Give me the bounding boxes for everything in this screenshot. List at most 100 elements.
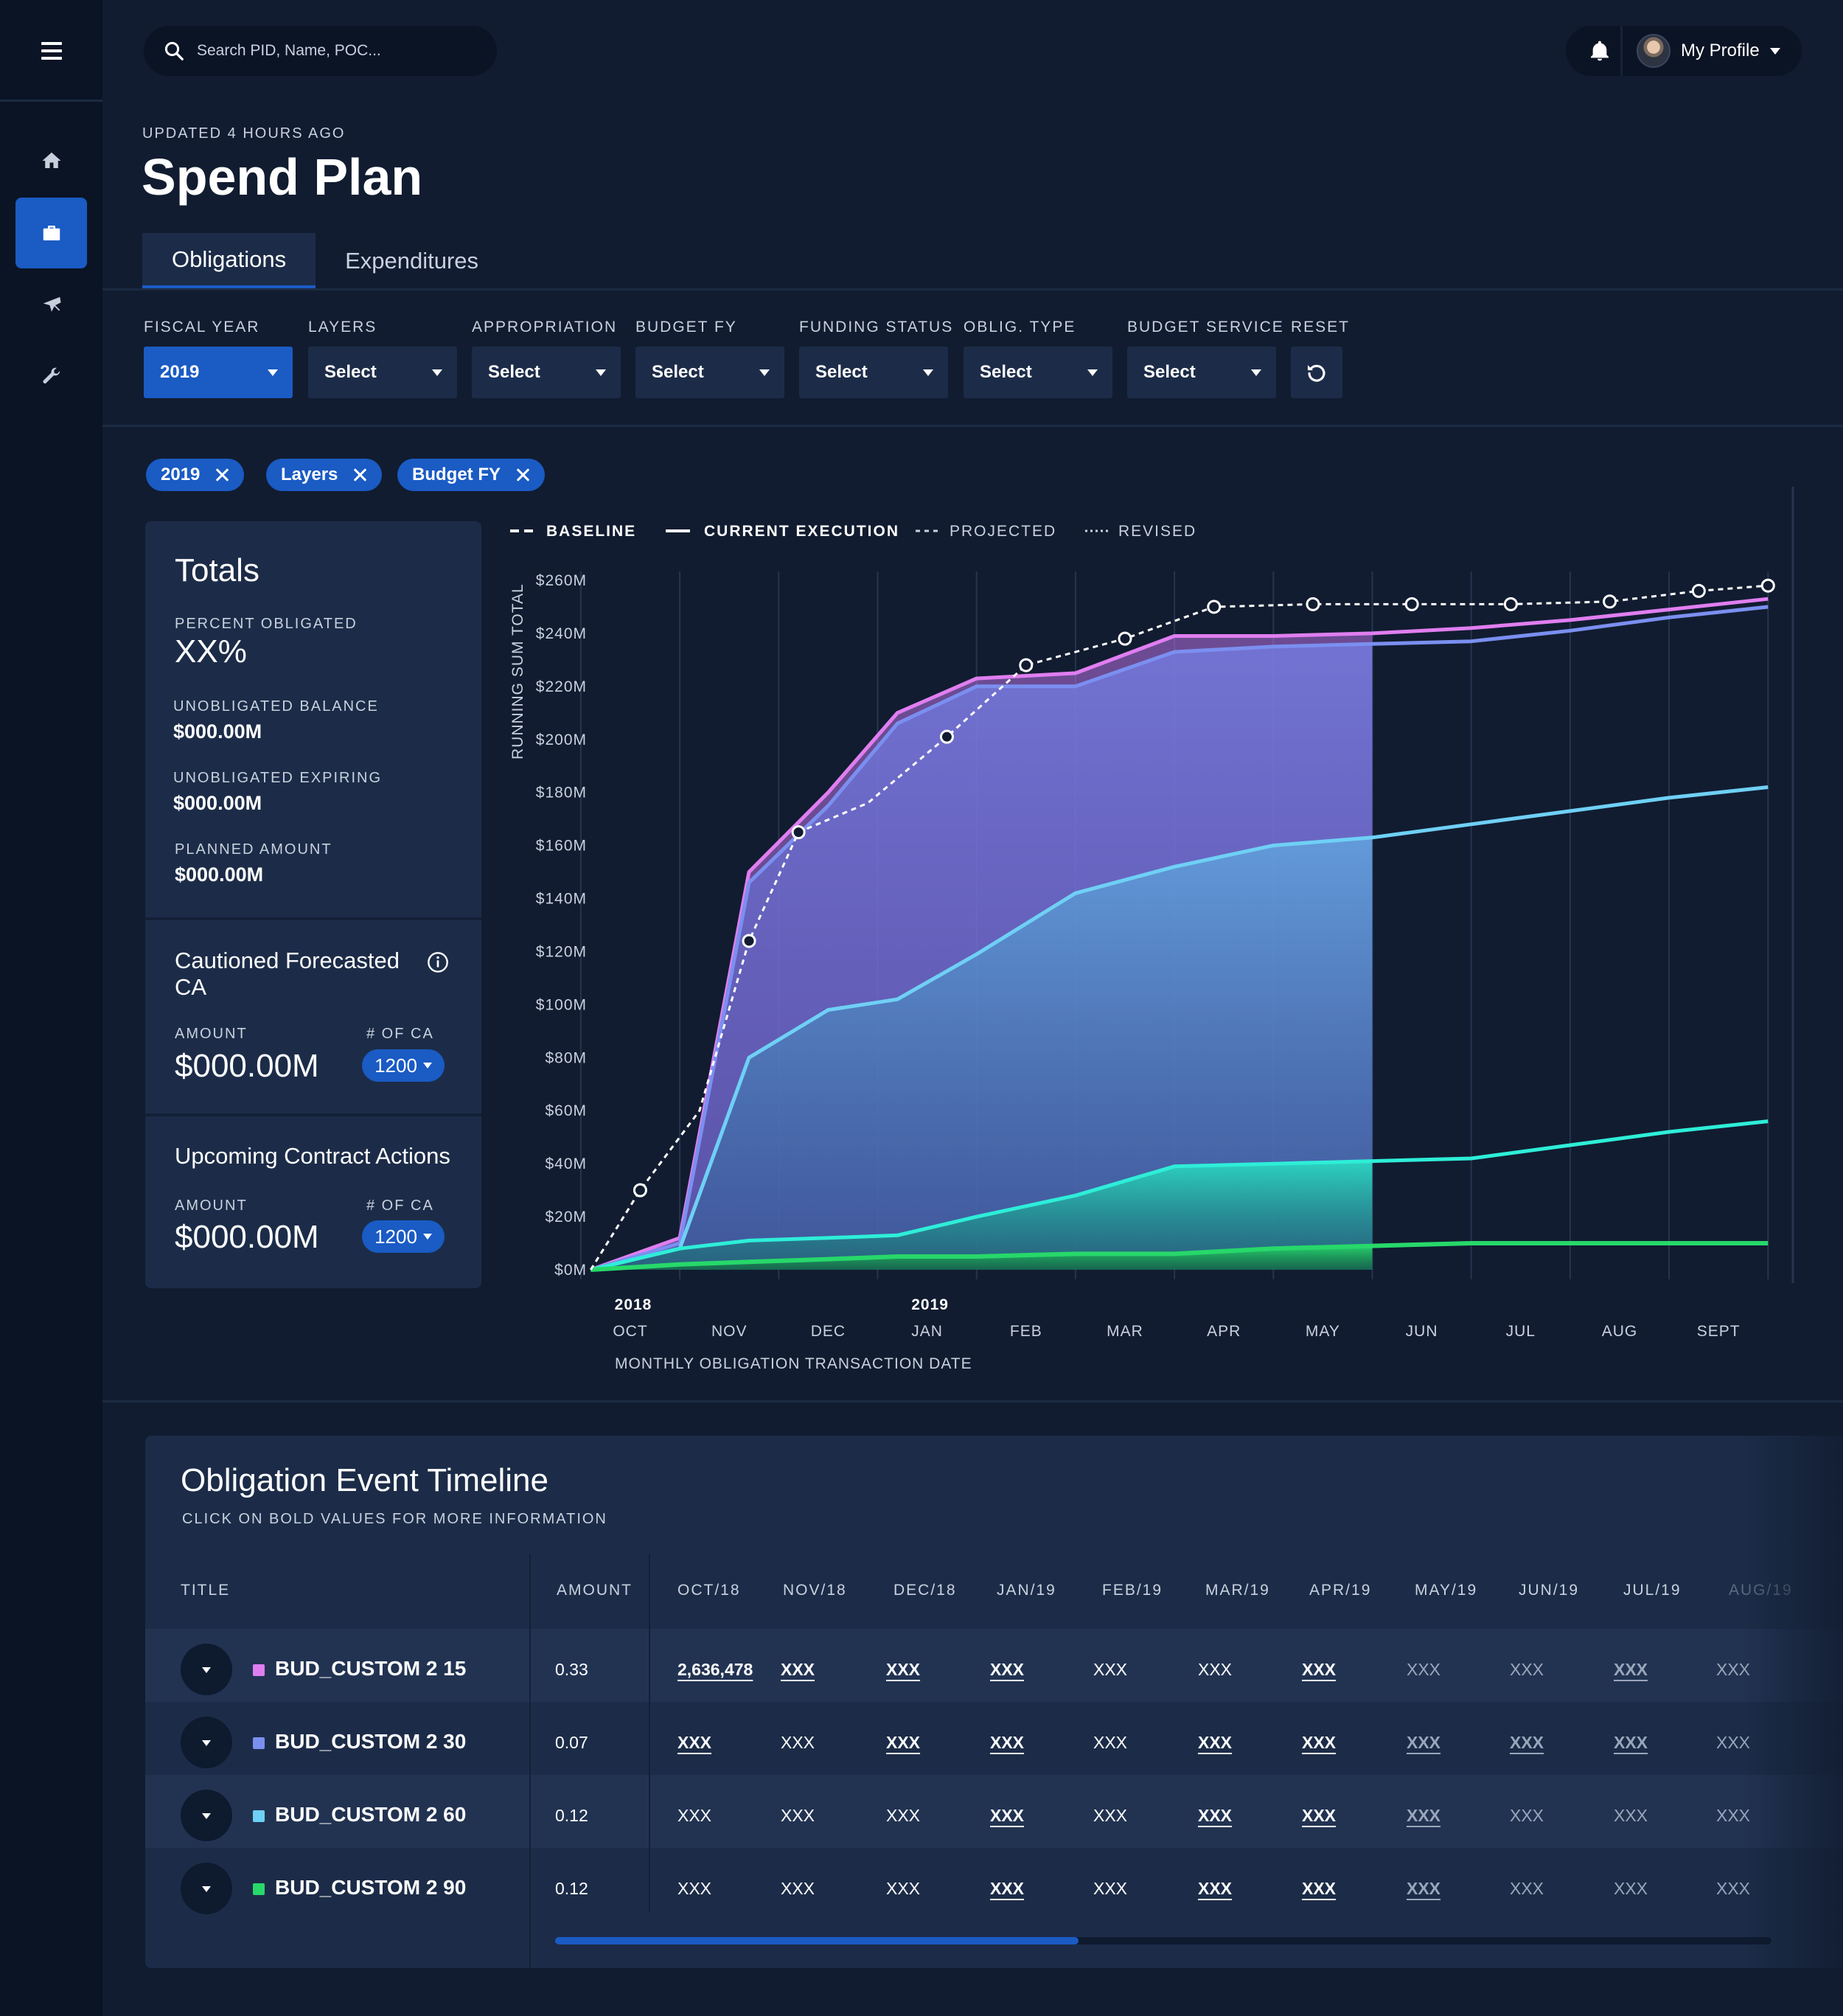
bell-icon[interactable] bbox=[1588, 39, 1612, 63]
filter-chip-budget-fy[interactable]: Budget FY bbox=[397, 459, 545, 491]
projected-point bbox=[1207, 599, 1222, 614]
x-tick-label: SEPT bbox=[1697, 1323, 1741, 1340]
chevron-down-icon bbox=[422, 1063, 432, 1068]
column-header: NOV/18 bbox=[783, 1582, 847, 1599]
table-cell[interactable]: XXX bbox=[1407, 1879, 1441, 1898]
reset-icon bbox=[1307, 364, 1325, 382]
sidebar-item-tools[interactable] bbox=[15, 341, 87, 411]
reset-button[interactable] bbox=[1291, 347, 1342, 398]
select-value: Select bbox=[488, 362, 540, 382]
close-icon[interactable] bbox=[352, 467, 367, 482]
line-bud-custom-2-90-base- bbox=[590, 1241, 1769, 1272]
expand-row-button[interactable] bbox=[181, 1863, 232, 1914]
totals-title: Totals bbox=[175, 552, 259, 588]
filter-label: FISCAL YEAR bbox=[144, 319, 260, 336]
table-cell[interactable]: XXX bbox=[1510, 1733, 1544, 1752]
table-cell[interactable]: XXX bbox=[781, 1660, 815, 1679]
table-cell[interactable]: XXX bbox=[677, 1733, 712, 1752]
budget-fy-select[interactable]: Select bbox=[635, 347, 784, 398]
fiscal-year-select[interactable]: 2019 bbox=[144, 347, 293, 398]
appropriation-select[interactable]: Select bbox=[472, 347, 621, 398]
search-bar[interactable] bbox=[144, 26, 497, 76]
column-header: DEC/18 bbox=[893, 1582, 957, 1599]
sidebar-item-aircraft[interactable] bbox=[15, 270, 87, 341]
oblig-type-select[interactable]: Select bbox=[964, 347, 1112, 398]
column-divider bbox=[529, 1554, 531, 1968]
sidebar-item-home[interactable] bbox=[15, 125, 87, 196]
table-cell[interactable]: XXX bbox=[1614, 1660, 1648, 1679]
divider bbox=[102, 1400, 1843, 1402]
x-tick-label: JAN bbox=[911, 1323, 943, 1340]
projected-point bbox=[1503, 597, 1518, 611]
filter-label: BUDGET SERVICE bbox=[1127, 319, 1284, 336]
table-cell[interactable]: XXX bbox=[886, 1660, 921, 1679]
table-cell: XXX bbox=[1510, 1806, 1544, 1825]
area-bud-custom-2-90 bbox=[590, 1161, 1373, 1270]
x-tick-label: MAR bbox=[1107, 1323, 1143, 1340]
obligation-event-timeline: Obligation Event Timeline CLICK ON BOLD … bbox=[145, 1436, 1843, 1968]
table-cell[interactable]: XXX bbox=[990, 1733, 1025, 1752]
expand-row-button[interactable] bbox=[181, 1717, 232, 1768]
horizontal-scrollbar-track[interactable] bbox=[555, 1937, 1771, 1944]
table-cell[interactable]: XXX bbox=[1407, 1806, 1441, 1825]
table-cell[interactable]: XXX bbox=[1302, 1806, 1337, 1825]
table-cell[interactable]: XXX bbox=[990, 1806, 1025, 1825]
table-cell: XXX bbox=[781, 1806, 815, 1825]
expand-row-button[interactable] bbox=[181, 1644, 232, 1695]
table-cell[interactable]: XXX bbox=[1198, 1733, 1233, 1752]
tab-expenditures[interactable]: Expenditures bbox=[345, 248, 479, 274]
chart-lines bbox=[590, 584, 1769, 1272]
table-cell[interactable]: XXX bbox=[1302, 1879, 1337, 1898]
table-cell[interactable]: XXX bbox=[1302, 1733, 1337, 1752]
row-title: BUD_CUSTOM 2 60 bbox=[275, 1803, 467, 1826]
filter-chip-layers[interactable]: Layers bbox=[266, 459, 383, 491]
wrench-icon bbox=[43, 367, 60, 383]
sidebar-item-briefcase[interactable] bbox=[15, 198, 87, 268]
projected-point bbox=[1306, 597, 1320, 611]
close-icon[interactable] bbox=[215, 467, 229, 482]
column-header: FEB/19 bbox=[1102, 1582, 1163, 1599]
filter-chip-2019[interactable]: 2019 bbox=[146, 459, 245, 491]
table-cell[interactable]: XXX bbox=[1198, 1879, 1233, 1898]
table-cell[interactable]: XXX bbox=[990, 1660, 1025, 1679]
table-cell[interactable]: XXX bbox=[1302, 1660, 1337, 1679]
y-tick-label: $140M bbox=[536, 891, 587, 908]
table-cell: XXX bbox=[781, 1733, 815, 1752]
divider bbox=[145, 917, 481, 920]
row-title: BUD_CUSTOM 2 30 bbox=[275, 1730, 467, 1753]
table-cell[interactable]: 2,636,478 bbox=[677, 1660, 753, 1679]
y-tick-label: $180M bbox=[536, 785, 587, 802]
y-tick-label: $160M bbox=[536, 838, 587, 855]
search-input[interactable] bbox=[197, 42, 477, 60]
projected-point bbox=[1118, 631, 1132, 646]
cautioned-count-dropdown[interactable]: 1200 bbox=[362, 1049, 445, 1082]
horizontal-scrollbar-thumb[interactable] bbox=[555, 1937, 1079, 1944]
column-header: TITLE bbox=[181, 1582, 231, 1599]
table-cell[interactable]: XXX bbox=[990, 1879, 1025, 1898]
info-icon[interactable] bbox=[426, 950, 450, 974]
y-tick-label: $60M bbox=[545, 1102, 587, 1119]
divider bbox=[102, 288, 1843, 291]
profile-menu[interactable]: My Profile bbox=[1637, 33, 1780, 69]
table-cell[interactable]: XXX bbox=[1407, 1733, 1441, 1752]
cautioned-amount-value: $000.00M bbox=[175, 1048, 319, 1084]
series-color-swatch bbox=[253, 1883, 265, 1895]
chart-gridlines bbox=[579, 571, 1769, 1279]
funding-status-select[interactable]: Select bbox=[799, 347, 948, 398]
hamburger-menu-icon[interactable] bbox=[41, 42, 62, 60]
upcoming-count-dropdown[interactable]: 1200 bbox=[362, 1220, 445, 1253]
line-bud-custom-2-15 bbox=[590, 597, 1769, 1272]
layers-select[interactable]: Select bbox=[308, 347, 457, 398]
budget-service-select[interactable]: Select bbox=[1127, 347, 1276, 398]
legend-projected: PROJECTED bbox=[950, 523, 1056, 540]
table-cell[interactable]: XXX bbox=[1198, 1806, 1233, 1825]
table-cell[interactable]: XXX bbox=[886, 1733, 921, 1752]
table-row: BUD_CUSTOM 2 15 0.33 2,636,478 XXX XXX XXX XXX… bbox=[145, 1629, 1843, 1702]
tab-obligations[interactable]: Obligations bbox=[142, 233, 316, 289]
filter-label: BUDGET FY bbox=[635, 319, 737, 336]
expand-row-button[interactable] bbox=[181, 1790, 232, 1841]
table-cell[interactable]: XXX bbox=[1614, 1733, 1648, 1752]
table-cell: XXX bbox=[1510, 1660, 1544, 1679]
area-bud-custom-2-30 bbox=[590, 644, 1373, 1270]
close-icon[interactable] bbox=[515, 467, 530, 482]
